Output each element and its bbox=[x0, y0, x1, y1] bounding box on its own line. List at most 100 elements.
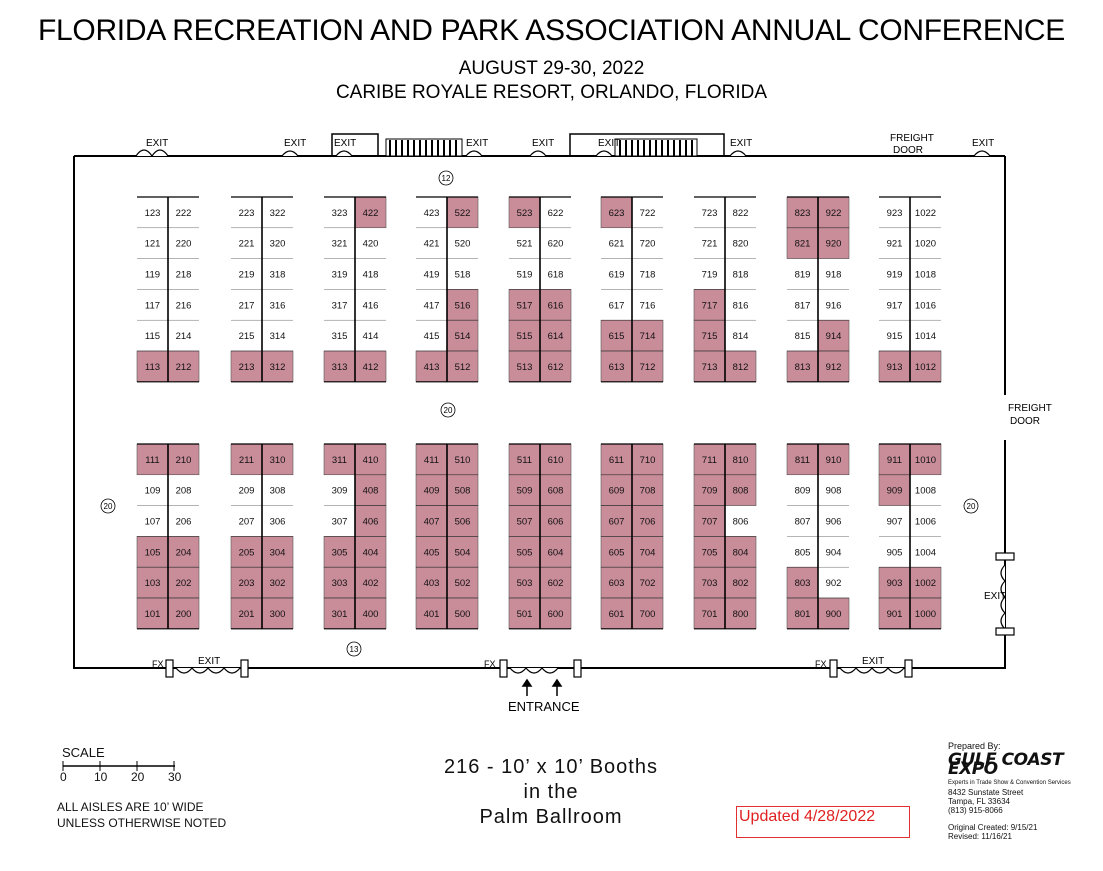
booth-712[interactable]: 712 bbox=[631, 350, 664, 383]
booth-623[interactable]: 623 bbox=[600, 196, 633, 229]
booth-309[interactable]: 309 bbox=[324, 474, 355, 506]
booth-713[interactable]: 713 bbox=[693, 350, 726, 383]
booth-cell[interactable] bbox=[540, 258, 571, 290]
booth-cell[interactable] bbox=[137, 197, 168, 228]
booth-cell[interactable] bbox=[446, 319, 479, 352]
booth-210[interactable]: 210 bbox=[167, 443, 200, 476]
booth-402[interactable]: 402 bbox=[354, 566, 387, 599]
booth-cell[interactable] bbox=[631, 319, 664, 352]
booth-1010[interactable]: 1010 bbox=[909, 443, 942, 476]
booth-200[interactable]: 200 bbox=[167, 597, 200, 630]
booth-cell[interactable] bbox=[168, 227, 199, 259]
booth-715[interactable]: 715 bbox=[693, 319, 726, 352]
booth-cell[interactable] bbox=[168, 197, 199, 228]
booth-617[interactable]: 617 bbox=[601, 289, 632, 321]
booth-621[interactable]: 621 bbox=[601, 227, 632, 259]
booth-612[interactable]: 612 bbox=[539, 350, 572, 383]
booth-cell[interactable] bbox=[354, 597, 387, 630]
booth-107[interactable]: 107 bbox=[137, 505, 168, 537]
booth-915[interactable]: 915 bbox=[879, 320, 910, 351]
booth-cell[interactable] bbox=[262, 197, 293, 228]
booth-cell[interactable] bbox=[601, 258, 632, 290]
booth-503[interactable]: 503 bbox=[508, 566, 541, 599]
booth-610[interactable]: 610 bbox=[539, 443, 572, 476]
booth-cell[interactable] bbox=[786, 196, 819, 229]
booth-706[interactable]: 706 bbox=[631, 505, 664, 537]
booth-103[interactable]: 103 bbox=[136, 566, 169, 599]
booth-213[interactable]: 213 bbox=[230, 350, 263, 383]
booth-308[interactable]: 308 bbox=[262, 474, 293, 506]
booth-608[interactable]: 608 bbox=[539, 474, 572, 506]
booth-cell[interactable] bbox=[137, 320, 168, 351]
booth-cell[interactable] bbox=[324, 197, 355, 228]
booth-1006[interactable]: 1006 bbox=[910, 505, 941, 537]
booth-802[interactable]: 802 bbox=[724, 566, 757, 599]
booth-806[interactable]: 806 bbox=[725, 505, 756, 537]
booth-316[interactable]: 316 bbox=[262, 289, 293, 321]
booth-417[interactable]: 417 bbox=[416, 289, 447, 321]
booth-301[interactable]: 301 bbox=[323, 597, 356, 630]
booth-716[interactable]: 716 bbox=[632, 289, 663, 321]
booth-805[interactable]: 805 bbox=[787, 536, 818, 568]
booth-409[interactable]: 409 bbox=[415, 474, 448, 506]
booth-705[interactable]: 705 bbox=[693, 536, 726, 568]
booth-cell[interactable] bbox=[324, 320, 355, 351]
booth-515[interactable]: 515 bbox=[508, 319, 541, 352]
booth-cell[interactable] bbox=[540, 227, 571, 259]
booth-216[interactable]: 216 bbox=[168, 289, 199, 321]
booth-cell[interactable] bbox=[262, 474, 293, 506]
booth-115[interactable]: 115 bbox=[137, 320, 168, 351]
booth-718[interactable]: 718 bbox=[632, 258, 663, 290]
booth-cell[interactable] bbox=[508, 566, 541, 599]
booth-202[interactable]: 202 bbox=[167, 566, 200, 599]
booth-cell[interactable] bbox=[601, 227, 632, 259]
booth-903[interactable]: 903 bbox=[878, 566, 911, 599]
booth-cell[interactable] bbox=[879, 258, 910, 290]
booth-cell[interactable] bbox=[631, 566, 664, 599]
booth-105[interactable]: 105 bbox=[136, 536, 169, 568]
booth-cell[interactable] bbox=[354, 566, 387, 599]
booth-cell[interactable] bbox=[910, 289, 941, 321]
booth-315[interactable]: 315 bbox=[324, 320, 355, 351]
booth-817[interactable]: 817 bbox=[787, 289, 818, 321]
booth-cell[interactable] bbox=[415, 474, 448, 506]
booth-cell[interactable] bbox=[878, 597, 911, 630]
booth-422[interactable]: 422 bbox=[354, 196, 387, 229]
booth-cell[interactable] bbox=[878, 566, 911, 599]
booth-cell[interactable] bbox=[724, 536, 757, 568]
booth-700[interactable]: 700 bbox=[631, 597, 664, 630]
booth-405[interactable]: 405 bbox=[415, 536, 448, 568]
booth-cell[interactable] bbox=[167, 536, 200, 568]
booth-323[interactable]: 323 bbox=[324, 197, 355, 228]
booth-711[interactable]: 711 bbox=[693, 443, 726, 476]
booth-406[interactable]: 406 bbox=[354, 505, 387, 537]
booth-322[interactable]: 322 bbox=[262, 197, 293, 228]
booth-613[interactable]: 613 bbox=[600, 350, 633, 383]
booth-521[interactable]: 521 bbox=[509, 227, 540, 259]
booth-cell[interactable] bbox=[539, 289, 572, 321]
booth-1004[interactable]: 1004 bbox=[910, 536, 941, 568]
booth-cell[interactable] bbox=[787, 320, 818, 351]
booth-808[interactable]: 808 bbox=[724, 474, 757, 506]
booth-cell[interactable] bbox=[416, 320, 447, 351]
booth-cell[interactable] bbox=[694, 227, 725, 259]
booth-401[interactable]: 401 bbox=[415, 597, 448, 630]
booth-cell[interactable] bbox=[355, 258, 386, 290]
booth-310[interactable]: 310 bbox=[261, 443, 294, 476]
booth-cell[interactable] bbox=[416, 227, 447, 259]
booth-cell[interactable] bbox=[600, 566, 633, 599]
booth-cell[interactable] bbox=[539, 566, 572, 599]
booth-cell[interactable] bbox=[230, 350, 263, 383]
booth-404[interactable]: 404 bbox=[354, 536, 387, 568]
booth-319[interactable]: 319 bbox=[324, 258, 355, 290]
booth-314[interactable]: 314 bbox=[262, 320, 293, 351]
booth-cell[interactable] bbox=[231, 227, 262, 259]
booth-113[interactable]: 113 bbox=[136, 350, 169, 383]
booth-522[interactable]: 522 bbox=[446, 196, 479, 229]
booth-cell[interactable] bbox=[818, 289, 849, 321]
booth-622[interactable]: 622 bbox=[540, 197, 571, 228]
booth-1022[interactable]: 1022 bbox=[910, 197, 941, 228]
booth-cell[interactable] bbox=[323, 566, 356, 599]
booth-cell[interactable] bbox=[415, 566, 448, 599]
booth-507[interactable]: 507 bbox=[508, 505, 541, 537]
